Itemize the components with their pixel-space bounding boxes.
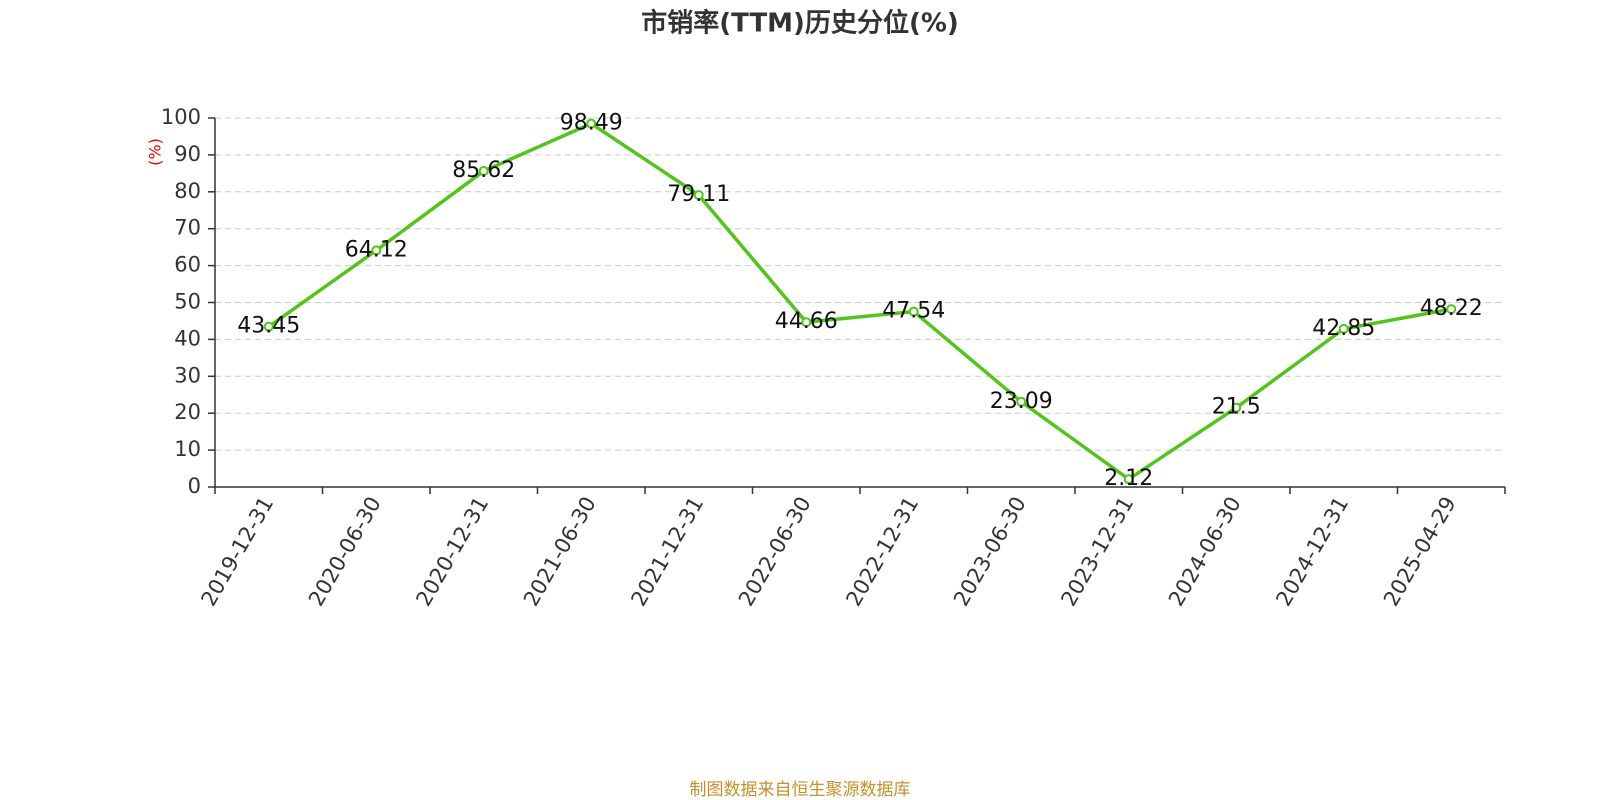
data-label: 44.66 (775, 309, 838, 334)
data-label: 85.62 (452, 158, 515, 183)
x-tick-label: 2024-12-31 (1271, 493, 1353, 611)
y-tick-label: 100 (161, 105, 201, 129)
point (1446, 304, 1457, 315)
y-tick-label: 10 (174, 437, 201, 461)
data-label: 43.45 (237, 314, 300, 339)
point (801, 317, 812, 328)
y-tick-label: 0 (188, 474, 201, 498)
x-tick-label: 2021-06-30 (519, 493, 601, 611)
point (371, 245, 382, 256)
point (693, 190, 704, 201)
point (1231, 402, 1242, 413)
x-tick-label: 2023-06-30 (949, 493, 1031, 611)
data-label: 79.11 (667, 182, 730, 207)
data-label: 42.85 (1312, 316, 1375, 341)
point (478, 166, 489, 177)
y-tick-label: 50 (174, 290, 201, 314)
point (1338, 323, 1349, 334)
y-tick-label: 60 (174, 253, 201, 277)
x-tick-label: 2022-12-31 (841, 493, 923, 611)
x-tick-label: 2020-06-30 (304, 493, 386, 611)
data-label: 48.22 (1420, 296, 1483, 321)
data-label: 2.12 (1104, 466, 1153, 491)
line (267, 121, 1452, 482)
point (263, 321, 274, 332)
y-tick-label: 80 (174, 179, 201, 203)
x-tick-label: 2022-06-30 (734, 493, 816, 611)
point (908, 306, 919, 317)
y-axis-label: (%) (146, 138, 165, 166)
x-tick-label: 2020-12-31 (411, 493, 493, 611)
y-tick-label: 70 (174, 216, 201, 240)
data-label: 98.49 (560, 111, 623, 136)
x-tick-label: 2024-06-30 (1164, 493, 1246, 611)
y-tick-label: 30 (174, 363, 201, 387)
y-tick-label: 90 (174, 142, 201, 166)
point (586, 118, 597, 129)
source-note: 制图数据来自恒生聚源数据库 (690, 780, 911, 800)
x-tick-label: 2023-12-31 (1056, 493, 1138, 611)
point (1016, 396, 1027, 407)
x-tick-label: 2025-04-29 (1379, 493, 1461, 611)
data-label: 21.5 (1212, 395, 1261, 420)
x-tick-label: 2019-12-31 (196, 493, 278, 611)
y-tick-label: 40 (174, 326, 201, 350)
data-label: 23.09 (990, 389, 1053, 414)
point (1123, 474, 1134, 485)
y-tick-label: 20 (174, 400, 201, 424)
data-label: 64.12 (345, 237, 408, 262)
data-label: 47.54 (882, 299, 945, 324)
chart-title: 市销率(TTM)历史分位(%) (641, 8, 959, 39)
x-tick-label: 2021-12-31 (626, 493, 708, 611)
